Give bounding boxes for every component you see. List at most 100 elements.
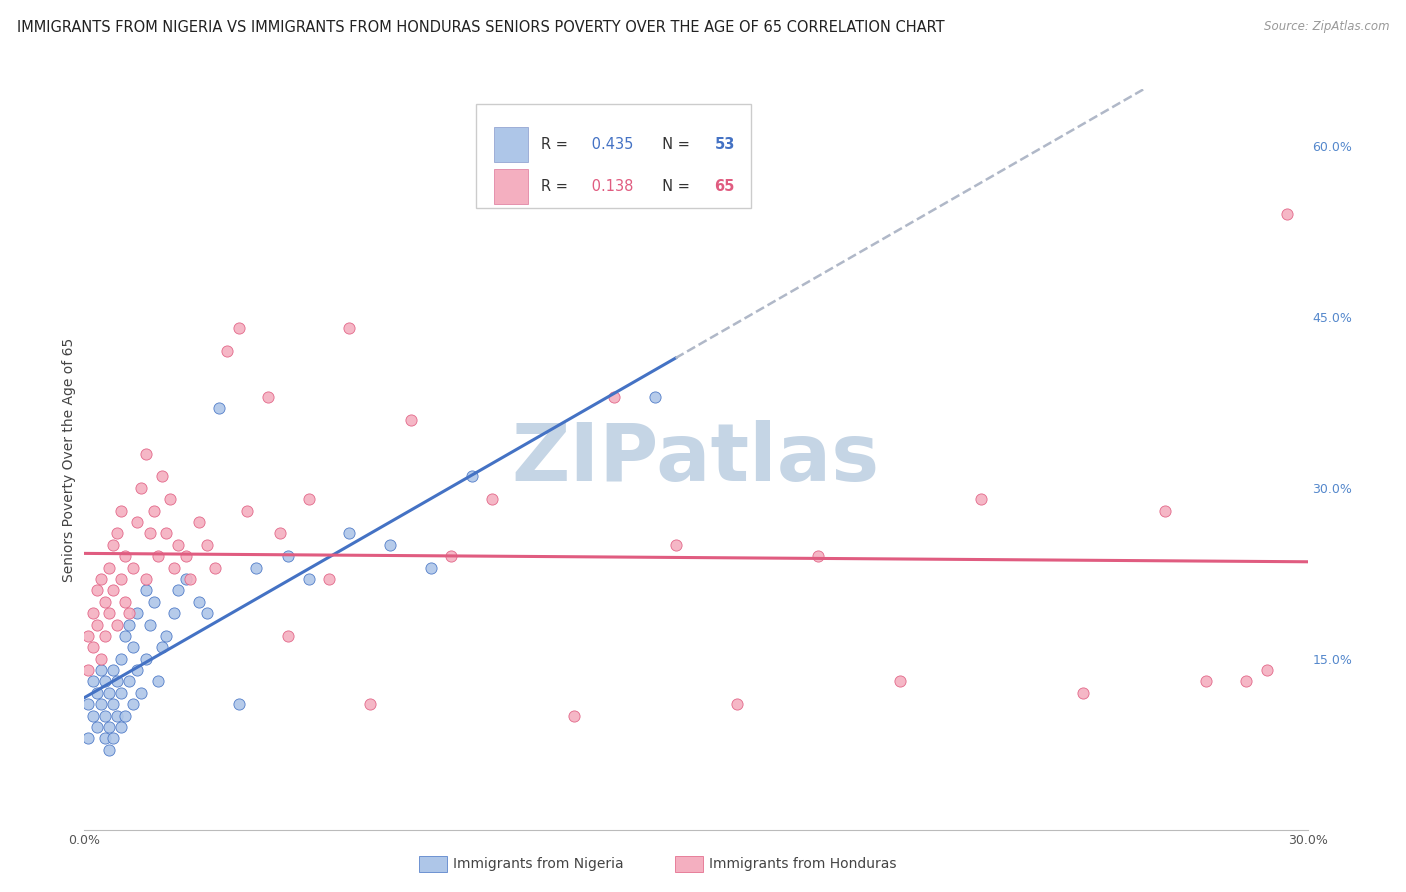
Point xyxy=(174,549,197,564)
Text: R =: R = xyxy=(541,136,572,152)
Point xyxy=(146,549,169,564)
Text: Source: ZipAtlas.com: Source: ZipAtlas.com xyxy=(1264,20,1389,33)
Text: IMMIGRANTS FROM NIGERIA VS IMMIGRANTS FROM HONDURAS SENIORS POVERTY OVER THE AGE: IMMIGRANTS FROM NIGERIA VS IMMIGRANTS FR… xyxy=(17,20,945,35)
Point xyxy=(122,640,145,655)
Point xyxy=(82,708,104,723)
Point xyxy=(77,663,100,677)
Point xyxy=(93,595,115,609)
Point xyxy=(298,572,321,586)
Point xyxy=(101,583,124,598)
Point xyxy=(97,560,120,574)
Text: 0.435: 0.435 xyxy=(588,136,634,152)
Point xyxy=(217,344,239,359)
Point xyxy=(138,617,160,632)
Point xyxy=(122,560,145,574)
Point xyxy=(204,560,226,574)
Point xyxy=(399,412,422,426)
Point xyxy=(359,698,381,712)
Point xyxy=(90,698,112,712)
Text: N =: N = xyxy=(654,136,695,152)
Point xyxy=(889,674,911,689)
Text: 53: 53 xyxy=(714,136,735,152)
Point xyxy=(725,698,748,712)
Text: Immigrants from Honduras: Immigrants from Honduras xyxy=(709,857,896,871)
Text: 65: 65 xyxy=(714,179,735,194)
Point xyxy=(105,708,128,723)
Point xyxy=(110,572,132,586)
Point xyxy=(142,595,165,609)
Point xyxy=(1154,503,1177,517)
Point xyxy=(114,549,136,564)
Point xyxy=(77,731,100,746)
Point xyxy=(105,674,128,689)
Point xyxy=(82,674,104,689)
Point xyxy=(93,708,115,723)
Point xyxy=(101,663,124,677)
Point xyxy=(77,629,100,643)
Point xyxy=(127,663,149,677)
Point xyxy=(86,720,108,734)
Point xyxy=(187,515,209,529)
Point xyxy=(420,560,443,574)
Point xyxy=(105,617,128,632)
Point xyxy=(135,572,157,586)
Point xyxy=(159,492,181,507)
Point xyxy=(101,731,124,746)
Point xyxy=(118,606,141,620)
Point xyxy=(603,390,626,404)
Text: N =: N = xyxy=(654,179,695,194)
Point xyxy=(1277,207,1299,221)
Point xyxy=(167,538,190,552)
Y-axis label: Seniors Poverty Over the Age of 65: Seniors Poverty Over the Age of 65 xyxy=(62,337,76,582)
Point xyxy=(101,698,124,712)
Point xyxy=(257,390,280,404)
Point xyxy=(481,492,503,507)
FancyBboxPatch shape xyxy=(494,127,529,162)
Point xyxy=(135,447,157,461)
Point xyxy=(131,481,153,495)
Point xyxy=(1236,674,1258,689)
Point xyxy=(93,629,115,643)
Point xyxy=(174,572,197,586)
Point xyxy=(150,469,173,483)
Point xyxy=(122,698,145,712)
Point xyxy=(86,617,108,632)
Point xyxy=(146,674,169,689)
Point xyxy=(105,526,128,541)
Point xyxy=(163,560,186,574)
Point xyxy=(339,321,361,335)
Point xyxy=(135,651,157,665)
Point xyxy=(110,651,132,665)
Point xyxy=(110,686,132,700)
Point xyxy=(118,617,141,632)
Point xyxy=(163,606,186,620)
Point xyxy=(179,572,201,586)
Point xyxy=(644,390,666,404)
Point xyxy=(440,549,463,564)
Point xyxy=(118,674,141,689)
Point xyxy=(1195,674,1218,689)
Point xyxy=(114,629,136,643)
Point xyxy=(110,720,132,734)
Point xyxy=(236,503,259,517)
Point xyxy=(807,549,830,564)
Point xyxy=(208,401,231,416)
Point xyxy=(155,526,177,541)
Point xyxy=(114,595,136,609)
Point xyxy=(277,549,299,564)
Point xyxy=(150,640,173,655)
Point xyxy=(1256,663,1278,677)
Point xyxy=(380,538,402,552)
Point xyxy=(245,560,267,574)
Point xyxy=(101,538,124,552)
FancyBboxPatch shape xyxy=(494,169,529,204)
Point xyxy=(77,698,100,712)
Point xyxy=(195,538,218,552)
Point xyxy=(127,515,149,529)
Point xyxy=(97,606,120,620)
Text: R =: R = xyxy=(541,179,572,194)
Point xyxy=(228,321,250,335)
Text: Immigrants from Nigeria: Immigrants from Nigeria xyxy=(453,857,623,871)
Point xyxy=(269,526,291,541)
Point xyxy=(339,526,361,541)
